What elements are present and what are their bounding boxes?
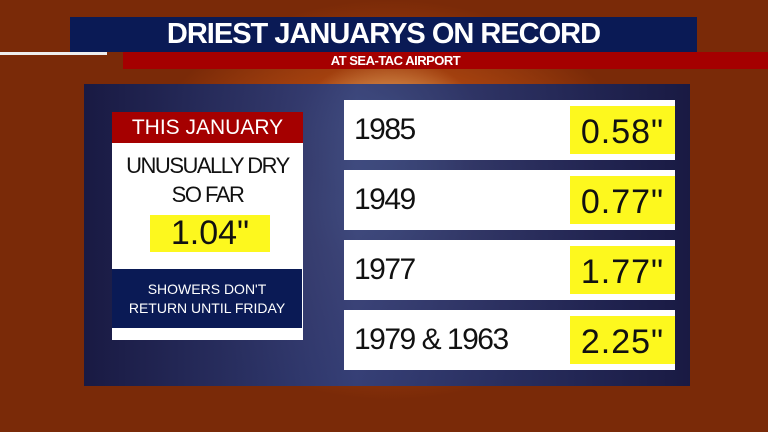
subtitle: AT SEA-TAC AIRPORT — [123, 52, 768, 69]
record-row: 1985 0.58" — [344, 100, 675, 160]
record-value: 1.77" — [570, 246, 675, 294]
record-year: 1977 — [354, 253, 416, 286]
record-row: 1979 & 1963 2.25" — [344, 310, 675, 370]
record-year: 1979 & 1963 — [354, 323, 509, 356]
record-year: 1949 — [354, 183, 416, 216]
page-title: DRIEST JANUARYS ON RECORD — [70, 17, 697, 52]
record-value: 2.25" — [570, 316, 675, 364]
card-description: UNUSUALLY DRY SO FAR — [112, 151, 303, 209]
card-heading: THIS JANUARY — [112, 112, 303, 143]
current-total: 1.04" — [150, 215, 270, 252]
this-january-card: THIS JANUARY UNUSUALLY DRY SO FAR 1.04" … — [112, 112, 303, 340]
record-value: 0.77" — [570, 176, 675, 224]
record-row: 1949 0.77" — [344, 170, 675, 230]
record-year: 1985 — [354, 113, 416, 146]
card-line-2: SO FAR — [171, 182, 245, 207]
divider — [0, 52, 107, 55]
note-line-1: SHOWERS DON'T — [147, 281, 267, 297]
record-value: 0.58" — [570, 106, 675, 154]
record-row: 1977 1.77" — [344, 240, 675, 300]
note-line-2: RETURN UNTIL FRIDAY — [128, 300, 286, 316]
forecast-note: SHOWERS DON'T RETURN UNTIL FRIDAY — [112, 269, 302, 328]
card-line-1: UNUSUALLY DRY — [126, 153, 290, 178]
